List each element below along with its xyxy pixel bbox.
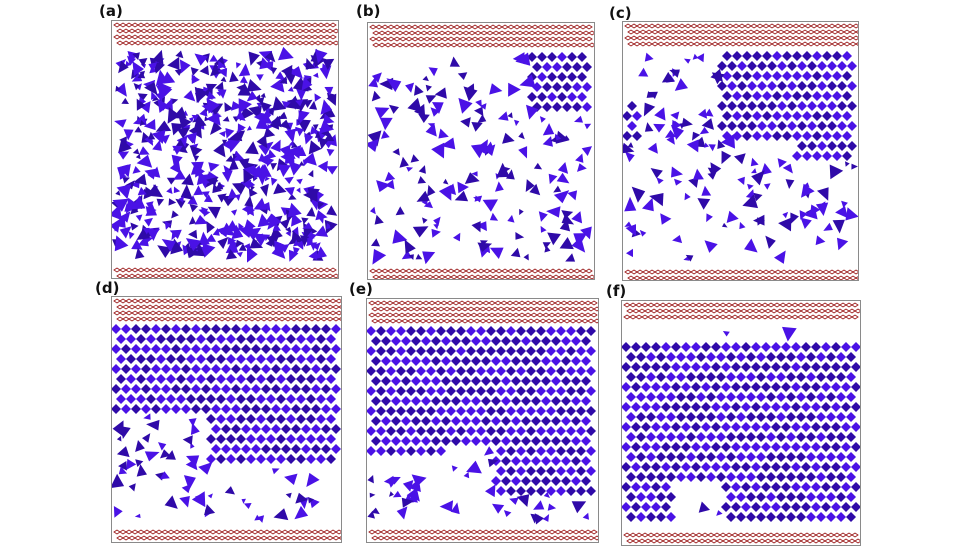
simulation-box-d — [111, 296, 342, 543]
particle-snapshot-d — [112, 298, 341, 541]
panel-label-a: (a) — [99, 2, 123, 20]
particle-snapshot-e — [367, 300, 598, 541]
simulation-box-e — [366, 298, 599, 543]
particle-snapshot-b — [368, 24, 594, 279]
wall-lattice-bottom — [369, 268, 594, 279]
particle-cluster — [112, 324, 341, 523]
panel-label-e: (e) — [349, 280, 373, 298]
particle-cluster — [367, 326, 596, 525]
particle-cluster — [112, 46, 338, 263]
wall-lattice-top — [113, 22, 338, 46]
particle-cluster — [368, 52, 592, 265]
panel-label-c: (c) — [609, 4, 632, 22]
simulation-box-c — [622, 21, 859, 281]
wall-lattice-bottom — [113, 529, 341, 541]
particle-snapshot-c — [623, 23, 858, 280]
wall-lattice-bottom — [113, 267, 338, 278]
particle-cluster — [622, 326, 860, 522]
particle-snapshot-a — [112, 22, 338, 278]
wall-lattice-bottom — [368, 529, 598, 541]
panel-label-d: (d) — [95, 279, 120, 297]
simulation-box-f — [621, 300, 861, 546]
wall-lattice-top — [623, 302, 860, 320]
wall-lattice-top — [368, 300, 598, 324]
wall-lattice-top — [369, 24, 594, 48]
panel-label-b: (b) — [356, 2, 381, 20]
wall-lattice-top — [624, 23, 858, 47]
particle-snapshot-f — [622, 302, 860, 544]
wall-lattice-bottom — [624, 269, 858, 280]
wall-lattice-top — [113, 298, 341, 322]
panel-label-f: (f) — [606, 282, 627, 300]
simulation-box-a — [111, 20, 339, 279]
wall-lattice-bottom — [623, 532, 860, 544]
simulation-box-b — [367, 22, 595, 280]
particle-cluster — [623, 51, 858, 264]
